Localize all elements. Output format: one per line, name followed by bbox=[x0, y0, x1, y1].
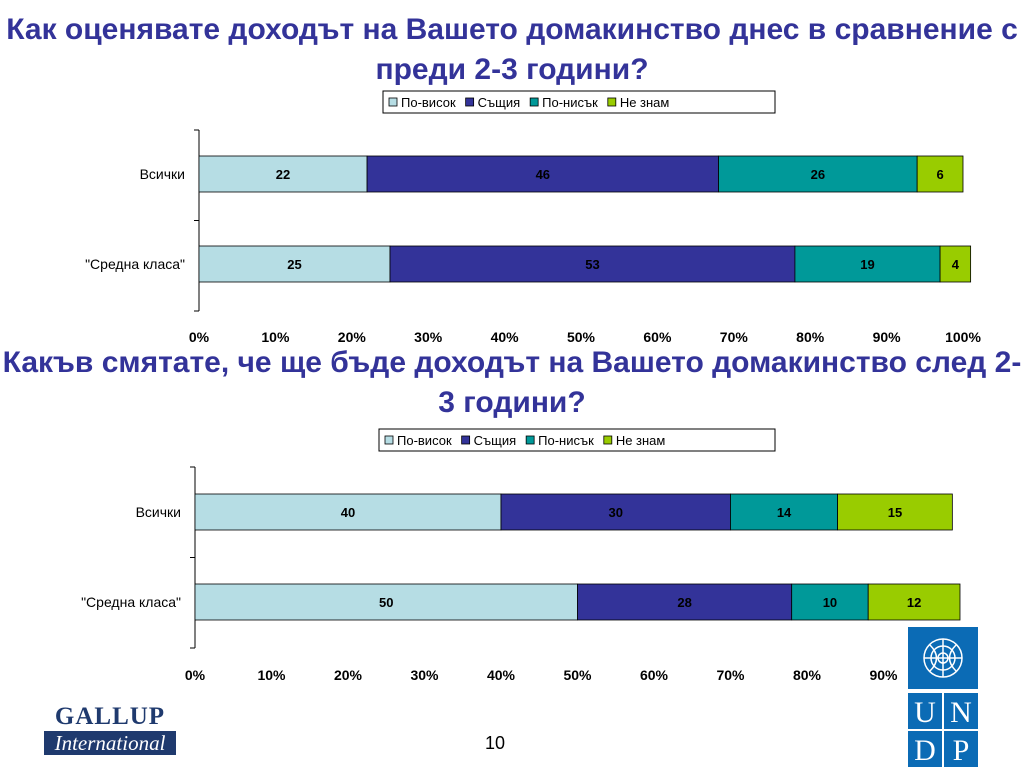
category-label-всички: Всички bbox=[136, 504, 181, 520]
x-tick-label-8: 80% bbox=[793, 667, 822, 683]
bar-всички-същия bbox=[500, 493, 731, 531]
x-tick-label-9: 90% bbox=[869, 667, 898, 683]
data-label-всички-по-нисък: 14 bbox=[777, 505, 792, 520]
bar-средна-класа-не-знам bbox=[939, 245, 972, 283]
x-tick-label-3: 30% bbox=[410, 667, 439, 683]
bar-средна-класа-същия bbox=[577, 583, 793, 621]
bar-всички-по-висок bbox=[194, 493, 502, 531]
gallup-logo-top: GALLUP bbox=[54, 703, 166, 730]
legend: По-висок Същия По-нисък Не знам bbox=[378, 428, 776, 452]
legend-label-1: Същия bbox=[474, 433, 517, 448]
bar-средна-класа-същия bbox=[389, 245, 796, 283]
undp-logo: U ND P bbox=[908, 627, 978, 767]
legend-swatch-1 bbox=[465, 97, 475, 107]
un-emblem-icon bbox=[923, 638, 963, 678]
legend: По-висок Същия По-нисък Не знам bbox=[382, 90, 776, 114]
data-label-всички-по-висок: 22 bbox=[276, 167, 290, 182]
chart-title-future-income: Какъв смятате, че ще бъде доходът на Ваш… bbox=[2, 346, 1022, 419]
x-tick-label-1: 10% bbox=[257, 667, 286, 683]
bar-средна-класа-по-висок bbox=[198, 245, 391, 283]
bar-всички-по-висок bbox=[198, 155, 368, 193]
x-tick-label-9: 90% bbox=[873, 329, 902, 345]
x-tick-label-2: 20% bbox=[338, 329, 367, 345]
x-tick-label-1: 10% bbox=[261, 329, 290, 345]
data-label-всички-не-знам: 6 bbox=[936, 167, 943, 182]
gallup-international-logo: GALLUP International bbox=[44, 703, 176, 757]
category-label-средна-класа: "Средна класа" bbox=[85, 256, 185, 272]
x-tick-label-5: 50% bbox=[563, 667, 592, 683]
x-tick-label-4: 40% bbox=[487, 667, 516, 683]
legend-label-3: Не знам bbox=[620, 95, 670, 110]
legend-swatch-0 bbox=[384, 435, 394, 445]
data-label-всички-по-висок: 40 bbox=[341, 505, 355, 520]
data-label-средна-класа-по-висок: 25 bbox=[287, 257, 301, 272]
stacked-bar-chart-future-income: По-висок Същия По-нисък Не знам Всички 40 30 14… bbox=[81, 428, 978, 683]
gallup-logo-bottom: International bbox=[44, 731, 176, 755]
data-label-средна-класа-не-знам: 4 bbox=[952, 257, 960, 272]
legend-label-2: По-нисък bbox=[542, 95, 598, 110]
legend-label-3: Не знам bbox=[616, 433, 666, 448]
undp-letter-2: D bbox=[914, 734, 936, 767]
x-tick-label-7: 70% bbox=[720, 329, 749, 345]
legend-swatch-1 bbox=[461, 435, 471, 445]
legend-swatch-3 bbox=[607, 97, 617, 107]
x-tick-label-0: 0% bbox=[185, 667, 206, 683]
undp-letter-1: N bbox=[950, 696, 972, 729]
legend-swatch-2 bbox=[525, 435, 535, 445]
x-tick-label-0: 0% bbox=[189, 329, 210, 345]
category-label-всички: Всички bbox=[140, 166, 185, 182]
legend-box bbox=[382, 90, 776, 114]
data-label-средна-класа-не-знам: 12 bbox=[907, 595, 921, 610]
page-number: 10 bbox=[484, 733, 506, 753]
data-label-средна-класа-по-нисък: 19 bbox=[860, 257, 874, 272]
x-tick-label-7: 70% bbox=[716, 667, 745, 683]
data-label-средна-класа-същия: 53 bbox=[585, 257, 599, 272]
data-label-всички-същия: 46 bbox=[536, 167, 550, 182]
x-tick-label-3: 30% bbox=[414, 329, 443, 345]
data-label-всички-по-нисък: 26 bbox=[811, 167, 825, 182]
category-label-средна-класа: "Средна класа" bbox=[81, 594, 181, 610]
bar-всички-същия bbox=[366, 155, 719, 193]
undp-letter-3: P bbox=[953, 734, 970, 767]
data-label-всички-същия: 30 bbox=[609, 505, 623, 520]
data-label-средна-класа-по-висок: 50 bbox=[379, 595, 393, 610]
undp-letter-box-2 bbox=[908, 731, 942, 767]
legend-swatch-0 bbox=[388, 97, 398, 107]
undp-letter-box-1 bbox=[944, 693, 978, 729]
undp-letter-box-3 bbox=[944, 731, 978, 767]
data-label-средна-класа-по-нисък: 10 bbox=[823, 595, 837, 610]
legend-label-0: По-висок bbox=[397, 433, 452, 448]
legend-label-2: По-нисък bbox=[538, 433, 594, 448]
bar-средна-класа-по-нисък bbox=[791, 583, 869, 621]
legend-box bbox=[378, 428, 776, 452]
x-tick-label-8: 80% bbox=[796, 329, 825, 345]
bar-средна-класа-не-знам bbox=[867, 583, 961, 621]
data-label-всички-не-знам: 15 bbox=[888, 505, 902, 520]
undp-letter-box-0 bbox=[908, 693, 942, 729]
legend-swatch-2 bbox=[529, 97, 539, 107]
x-tick-label-4: 40% bbox=[491, 329, 520, 345]
bar-всички-по-нисък bbox=[718, 155, 918, 193]
legend-label-0: По-висок bbox=[401, 95, 456, 110]
bar-всички-по-нисък bbox=[730, 493, 838, 531]
x-tick-label-10: 100% bbox=[945, 329, 981, 345]
bar-всички-не-знам bbox=[916, 155, 964, 193]
legend-swatch-3 bbox=[603, 435, 613, 445]
undp-letter-0: U bbox=[914, 696, 936, 729]
x-tick-label-2: 20% bbox=[334, 667, 363, 683]
legend-label-1: Същия bbox=[478, 95, 521, 110]
x-tick-label-6: 60% bbox=[643, 329, 672, 345]
data-label-средна-класа-същия: 28 bbox=[677, 595, 691, 610]
x-tick-label-6: 60% bbox=[640, 667, 669, 683]
bar-средна-класа-по-висок bbox=[194, 583, 578, 621]
chart-title-current-income: Как оценявате доходът на Вашето домакинс… bbox=[6, 13, 1018, 86]
x-tick-label-5: 50% bbox=[567, 329, 596, 345]
bar-всички-не-знам bbox=[837, 493, 953, 531]
